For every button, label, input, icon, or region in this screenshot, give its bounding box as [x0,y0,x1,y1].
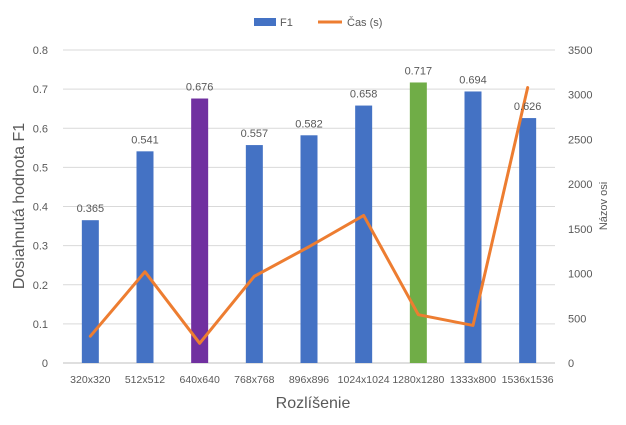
legend-label-time: Čas (s) [347,16,382,29]
line-point-640x640 [199,342,201,344]
data-label: 0.717 [405,65,433,77]
data-label: 0.676 [186,82,214,94]
x-tick-label: 768x768 [234,374,274,386]
line-point-896x896 [308,246,310,248]
x-tick-label: 640x640 [180,374,220,386]
data-label: 0.541 [131,134,159,146]
bar-768x768 [245,145,263,363]
bar-320x320 [81,220,99,363]
line-point-512x512 [144,271,146,273]
line-point-768x768 [253,275,255,277]
data-label: 0.582 [295,118,323,130]
data-label: 0.557 [241,128,269,140]
y-tick-label: 0.2 [33,280,48,292]
y-tick-label: 0.1 [33,319,48,331]
bar-512x512 [136,151,154,363]
legend: F1 Čas (s) [254,16,382,29]
x-axis-title: Rozlíšenie [276,395,351,412]
x-tick-label: 1024x1024 [338,374,390,386]
data-label: 0.626 [514,101,542,113]
y-axis-title: Dosiahnutá hodnota F1 [11,123,28,289]
y-tick-label: 0.6 [33,123,48,135]
line-point-1333x800 [472,324,474,326]
y2-tick-label: 2000 [568,179,592,191]
x-tick-label: 1333x800 [450,374,496,386]
line-point-1536x1536 [527,87,529,89]
bar-1333x800 [464,91,482,363]
y2-tick-label: 1000 [568,269,592,281]
y2-tick-label: 3500 [568,45,592,57]
bar-series-f1 [81,82,537,364]
legend-swatch-f1 [254,18,276,26]
data-label: 0.365 [77,203,105,215]
legend-label-f1: F1 [280,17,293,29]
y-tick-label: 0.4 [33,202,48,214]
x-tick-label: 896x896 [289,374,329,386]
bar-1536x1536 [519,118,537,363]
y-tick-label: 0.3 [33,241,48,253]
x-tick-label: 1536x1536 [502,374,554,386]
x-tick-label: 512x512 [125,374,165,386]
x-axis-ticks: 320x320 512x512 640x640 768x768 896x896 1024x… [70,374,554,386]
line-series-time [88,86,530,345]
data-label: 0.658 [350,89,378,101]
y-tick-label: 0.7 [33,84,48,96]
data-labels: 0.365 0.541 0.676 0.557 0.582 0.658 0.717 0.694… [77,65,542,215]
data-label: 0.694 [459,74,487,86]
y-tick-label: 0.5 [33,162,48,174]
line-point-320x320 [89,335,91,337]
x-tick-label: 1280x1280 [392,374,444,386]
line-point-1280x1280 [417,314,419,316]
y2-axis-ticks: 0 500 1000 1500 2000 2500 3000 3500 [568,45,592,370]
bar-1280x1280 [409,82,427,363]
y2-tick-label: 2500 [568,134,592,146]
y-axis-ticks: 0 0.1 0.2 0.3 0.4 0.5 0.6 0.7 0.8 [33,45,48,370]
y2-tick-label: 1500 [568,224,592,236]
y2-tick-label: 3000 [568,90,592,102]
bar-896x896 [300,135,318,363]
x-tick-label: 320x320 [70,374,110,386]
bar-640x640 [191,98,209,363]
y2-axis-title: Názov osi [598,182,610,230]
y-tick-label: 0 [42,358,48,370]
line-point-1024x1024 [363,214,365,216]
y2-tick-label: 500 [568,313,586,325]
y-tick-label: 0.8 [33,45,48,57]
bar-1024x1024 [355,105,373,364]
y2-tick-label: 0 [568,358,574,370]
